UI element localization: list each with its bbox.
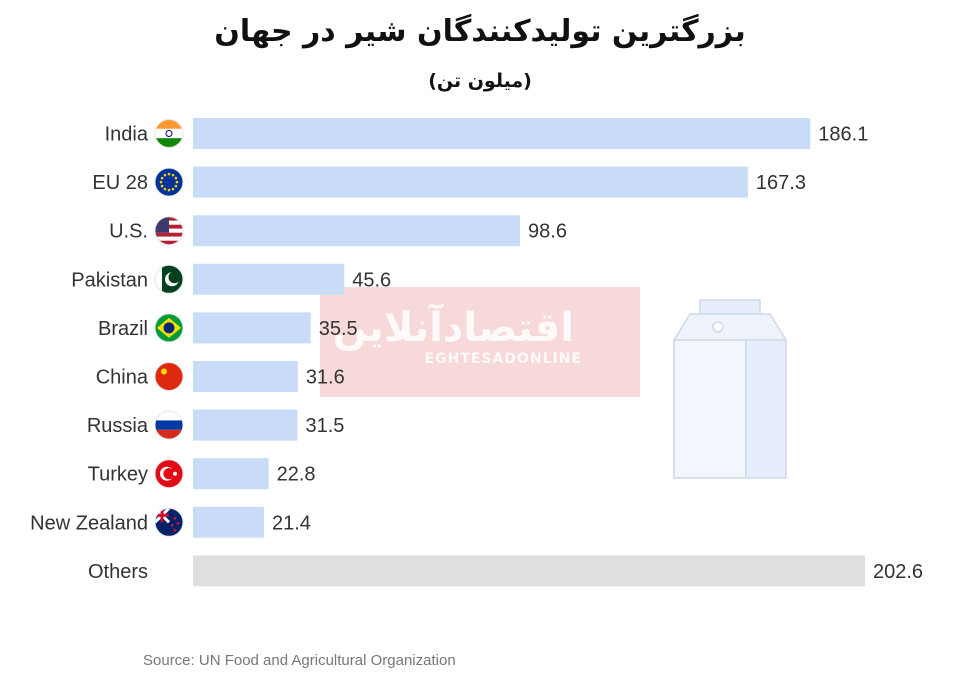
category-label: New Zealand [30,512,148,534]
category-label: India [105,124,149,146]
category-label: China [96,367,149,389]
category-label: EU 28 [92,172,148,194]
milk-carton-icon [672,299,788,479]
value-label: 31.6 [306,367,345,389]
value-label: 31.5 [305,415,344,437]
bar-turkey [193,458,269,490]
category-label: Turkey [88,464,148,486]
value-label: 35.5 [319,318,358,340]
category-label: Others [88,561,148,583]
turkey-flag-icon [154,459,184,489]
category-label: Russia [87,415,149,437]
category-label: U.S. [109,221,148,243]
value-label: 98.6 [528,221,567,243]
bars-group [193,118,865,587]
category-label: Brazil [98,318,148,340]
pakistan-flag-icon [154,264,184,294]
bar-brazil [193,312,311,344]
labels-group: India 186.1 EU 28 167.3 U.S. 98.6 Pakistan 45.6… [30,124,923,583]
bar-others [193,555,865,587]
china-flag-icon [154,362,184,391]
flags-group [154,119,184,537]
value-label: 186.1 [818,124,868,146]
bar-china [193,361,298,392]
watermark-text-en: EGHTESADONLINE [424,351,582,367]
source-note: Source: UN Food and Agricultural Organiz… [143,652,456,669]
value-label: 22.8 [277,464,316,486]
watermark-text-fa: اقتصادآنلاین [332,305,574,351]
value-label: 45.6 [352,269,391,291]
bar-eu-28 [193,166,748,198]
chart-subtitle: (میلون تن) [428,70,532,92]
bar-u-s- [193,215,521,247]
india-flag-icon [154,119,184,148]
eu-flag-icon [154,167,184,197]
watermark-logo: اقتصادآنلاین EGHTESADONLINE [320,287,640,397]
bar-russia [193,409,298,441]
chart-title: بزرگترین تولیدکنندگان شیر در جهان [214,14,746,49]
russia-flag-icon [154,410,184,440]
value-label: 167.3 [756,172,806,194]
value-label: 21.4 [272,512,311,534]
bar-pakistan [193,263,345,295]
us-flag-icon [154,216,184,246]
bar-india [193,118,811,149]
bar-new-zealand [193,506,264,538]
brazil-flag-icon [154,313,184,343]
category-label: Pakistan [71,269,148,291]
value-label: 202.6 [873,561,923,583]
new-zealand-flag-icon [154,507,184,537]
